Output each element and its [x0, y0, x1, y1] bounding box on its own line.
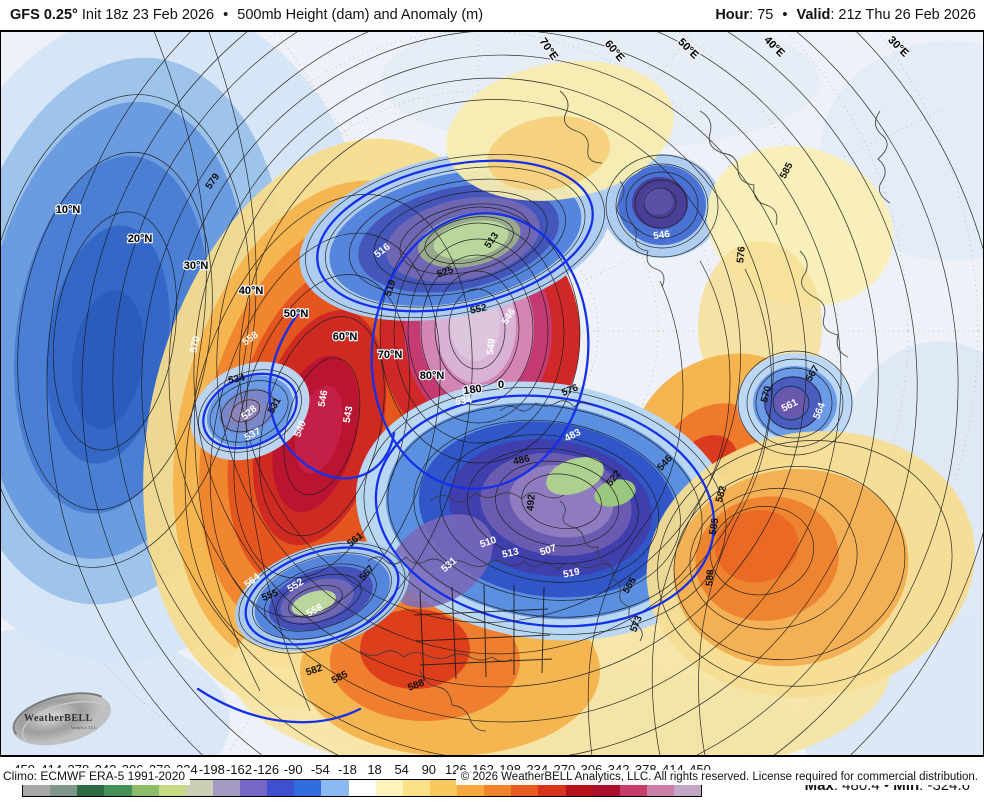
graticule-label: 50°N	[284, 308, 309, 320]
valid-time-block: Hour: 75 • Valid: 21z Thu 26 Feb 2026	[715, 7, 976, 23]
contour-label: 507	[539, 543, 559, 559]
colorbar-tick: 54	[394, 762, 409, 777]
graticule-label: 10°N	[56, 204, 81, 216]
colorbar-tick: -162	[225, 762, 252, 777]
coastlines	[359, 90, 891, 732]
contour-label: 582	[714, 484, 729, 503]
hour-value: : 75	[749, 7, 774, 23]
graticule-label: 30°N	[184, 260, 209, 272]
colorbar-cell	[375, 780, 403, 796]
colorbar-cell	[212, 780, 240, 796]
contour-label: 492	[525, 494, 537, 512]
contour-label: 576	[735, 246, 747, 264]
map-title: GFS 0.25° Init 18z 23 Feb 2026 • 500mb H…	[10, 7, 484, 23]
colorbar-tick: -18	[338, 762, 357, 777]
contour-label: 513	[501, 546, 520, 560]
colorbar-cell	[267, 780, 295, 796]
init-time: Init 18z 23 Feb 2026	[81, 7, 215, 23]
colorbar-tick: -126	[253, 762, 280, 777]
graticule-label: 40°N	[239, 285, 264, 297]
colorbar-tick: -198	[198, 762, 225, 777]
weather-map: 10°N 20°N 30°N 40°N 50°N 60°N 70°N 80°N 70°E 60°E…	[0, 30, 984, 785]
contour-label: 585	[708, 517, 722, 536]
model-name: GFS 0.25°	[10, 7, 78, 23]
anomaly-shading	[0, 31, 975, 756]
graticule-label: 20°N	[128, 233, 153, 245]
colorbar-cell	[348, 780, 376, 796]
colorbar-tick: 18	[367, 762, 382, 777]
contour-label: 525	[436, 265, 456, 281]
colorbar-cell	[429, 780, 457, 796]
colorbar-cell	[402, 780, 430, 796]
header-bar: GFS 0.25° Init 18z 23 Feb 2026 • 500mb H…	[0, 0, 984, 30]
state-borders	[413, 584, 553, 682]
contour-label: 543	[342, 405, 356, 424]
contour-label: 588	[704, 569, 716, 587]
graticule-label: 180	[463, 383, 483, 397]
contour-label: 549	[485, 338, 497, 356]
product-name: 500mb Height (dam) and Anomaly (m)	[237, 7, 484, 23]
weatherbell-logo: WeatherBELL Analytics LLC	[12, 692, 111, 746]
colorbar-tick: -54	[310, 762, 330, 777]
colorbar-tick: -90	[283, 762, 303, 777]
graticule-label: 80°N	[420, 370, 445, 382]
contour-label: 534	[227, 373, 246, 387]
contour-label: 510	[479, 535, 499, 551]
contour-label: 519	[562, 566, 581, 580]
colorbar-tick: 90	[421, 762, 437, 777]
contour-label: 534	[455, 395, 473, 408]
height-contours	[0, 31, 984, 756]
contour-label: 552	[469, 302, 488, 316]
contour-label: 570	[188, 335, 202, 354]
contour-label: 486	[512, 453, 531, 467]
highlight-contours	[196, 159, 716, 724]
contour-label: 546	[317, 389, 331, 408]
colorbar-cell	[185, 780, 213, 796]
copyright-label: © 2026 WeatherBELL Analytics, LLC. All r…	[455, 770, 982, 785]
graticule-label: 0	[498, 379, 504, 391]
contour-label: 546	[653, 229, 671, 242]
colorbar-cell	[240, 780, 268, 796]
map-canvas: 10°N20°N30°N40°N50°N60°N70°N80°N70°E 60°E…	[0, 31, 984, 756]
contour-label: 582	[305, 663, 325, 679]
valid-value: : 21z Thu 26 Feb 2026	[830, 7, 976, 23]
graticule-label: 70°N	[378, 349, 403, 361]
graticule-label: 60°N	[333, 331, 358, 343]
contour-label: 570	[759, 384, 774, 403]
colorbar-cell	[294, 780, 322, 796]
colorbar-cell	[321, 780, 349, 796]
logo-subtext: Analytics LLC	[70, 725, 97, 730]
contour-label: 519	[383, 278, 399, 298]
logo-text: WeatherBELL	[24, 713, 93, 724]
climo-label: Climo: ECMWF ERA-5 1991-2020	[0, 768, 191, 785]
